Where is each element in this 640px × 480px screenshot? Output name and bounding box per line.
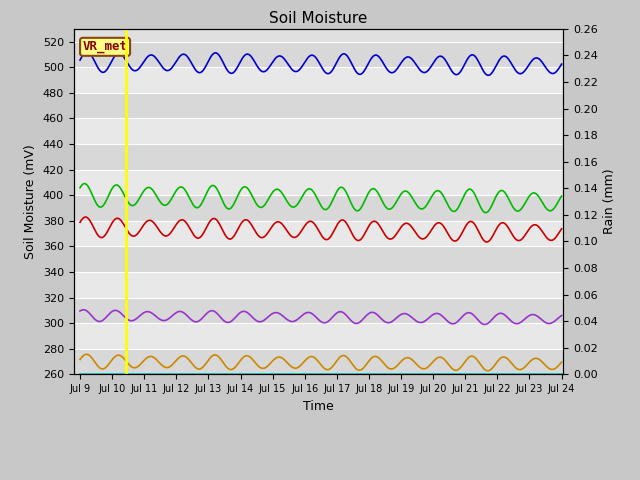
Bar xyxy=(74,42,563,67)
Bar xyxy=(74,144,563,169)
Bar xyxy=(74,298,563,323)
Bar xyxy=(74,323,563,349)
Y-axis label: Soil Moisture (mV): Soil Moisture (mV) xyxy=(24,144,37,259)
Text: VR_met: VR_met xyxy=(83,40,127,53)
Bar xyxy=(74,246,563,272)
Bar xyxy=(74,349,563,374)
Title: Soil Moisture: Soil Moisture xyxy=(269,11,367,26)
Bar xyxy=(74,195,563,221)
Bar xyxy=(74,169,563,195)
Bar xyxy=(74,272,563,298)
Bar xyxy=(74,67,563,93)
Bar xyxy=(74,119,563,144)
Bar xyxy=(74,221,563,246)
Y-axis label: Rain (mm): Rain (mm) xyxy=(604,169,616,234)
Bar xyxy=(74,93,563,119)
X-axis label: Time: Time xyxy=(303,400,334,413)
